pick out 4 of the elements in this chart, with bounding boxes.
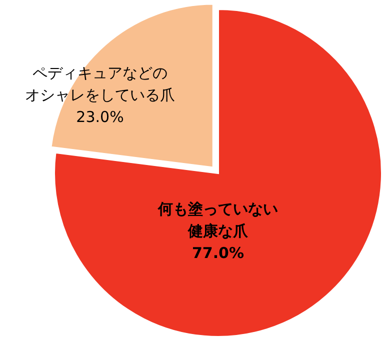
data-label: 23.0%: [76, 108, 124, 126]
slice-label: ペディキュアなどのオシャレをしている爪: [25, 64, 175, 104]
data-label: 77.0%: [192, 244, 244, 262]
slice-label: 何も塗っていない健康な爪: [157, 200, 278, 240]
